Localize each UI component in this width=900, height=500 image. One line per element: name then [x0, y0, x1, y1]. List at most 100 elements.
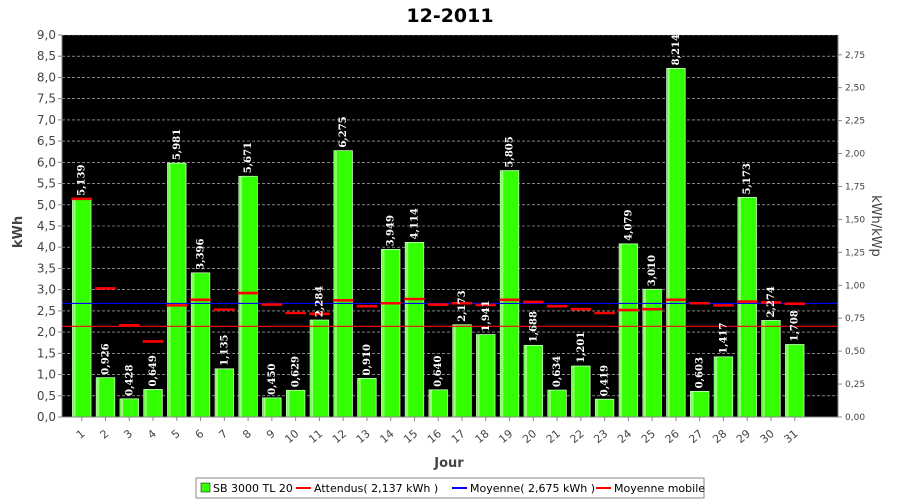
- bar-highlight: [762, 320, 765, 417]
- x-tick-label: 14: [377, 427, 396, 446]
- x-tick-label: 16: [425, 427, 444, 446]
- bar-highlight: [263, 397, 266, 417]
- data-label: 2,274: [766, 286, 777, 317]
- legend-entry-production: SB 3000 TL 20: [213, 482, 293, 495]
- bar-highlight: [358, 378, 361, 417]
- x-tick-label: 21: [544, 427, 563, 446]
- bar-highlight: [192, 272, 195, 417]
- data-label: 5,139: [77, 165, 88, 196]
- y2-tick-label: 1,75: [845, 182, 865, 192]
- x-axis-label: Jour: [433, 456, 464, 471]
- x-tick-label: 3: [121, 427, 135, 441]
- bar-highlight: [620, 243, 623, 417]
- data-label: 1,688: [528, 311, 539, 342]
- x-tick-label: 7: [216, 427, 230, 441]
- data-label: 0,649: [148, 355, 159, 386]
- data-label: 8,214: [671, 34, 682, 65]
- bar-highlight: [786, 344, 789, 417]
- bar-highlight: [334, 150, 337, 417]
- y2-tick-label: 0,00: [845, 413, 865, 423]
- bar-highlight: [525, 345, 528, 417]
- data-label: 1,417: [718, 323, 729, 354]
- bar-highlight: [97, 377, 100, 417]
- y2-tick-label: 1,00: [845, 281, 865, 291]
- bar-highlight: [477, 334, 480, 417]
- y-tick-label: 0,0: [37, 410, 56, 424]
- y-tick-label: 4,0: [37, 240, 56, 254]
- data-label: 5,671: [243, 142, 254, 173]
- x-tick-label: 26: [663, 427, 682, 446]
- bar-highlight: [453, 324, 456, 417]
- bar-highlight: [715, 356, 718, 417]
- legend-entry-expected: Attendus( 2,137 kWh ): [314, 482, 438, 495]
- data-label: 4,114: [409, 208, 420, 239]
- bar-highlight: [501, 170, 504, 417]
- data-labels: 5,139 0,926 0,428 0,649 5,981 3,396 1,135 5,671…: [77, 34, 801, 396]
- x-tick-label: 29: [734, 427, 753, 446]
- x-tick-label: 22: [568, 427, 587, 446]
- bars: [72, 67, 805, 418]
- y-tick-label: 8,0: [37, 70, 56, 84]
- y-tick-label: 4,5: [37, 219, 56, 233]
- x-tick-label: 13: [354, 427, 373, 446]
- chart-title: 12-2011: [406, 5, 493, 27]
- y-tick-label: 8,5: [37, 49, 56, 63]
- legend-entry-average: Moyenne( 2,675 kWh ): [470, 482, 595, 495]
- x-tick-label: 30: [758, 427, 777, 446]
- y-tick-label: 7,5: [37, 92, 56, 106]
- bar-highlight: [216, 368, 219, 417]
- x-tick-label: 11: [306, 427, 325, 446]
- y-tick-label: 7,0: [37, 113, 56, 127]
- data-label: 6,275: [338, 116, 349, 147]
- y-tick-label: 0,5: [37, 389, 56, 403]
- data-label: 1,201: [576, 332, 587, 363]
- data-label: 3,010: [647, 255, 658, 286]
- y2-tick-label: 2,75: [845, 51, 865, 61]
- data-label: 0,926: [100, 343, 111, 374]
- y2-tick-label: 2,25: [845, 117, 865, 127]
- bar-highlight: [572, 366, 575, 417]
- bar-highlight: [239, 176, 242, 417]
- bar-highlight: [287, 390, 290, 417]
- x-tick-label: 12: [330, 427, 349, 446]
- bar-highlight: [643, 289, 646, 417]
- x-tick-label: 31: [782, 427, 801, 446]
- bar-highlight: [144, 389, 147, 417]
- data-label: 1,941: [481, 300, 492, 331]
- bar-highlight: [429, 389, 432, 417]
- y2-tick-label: 1,25: [845, 248, 865, 258]
- data-label: 0,640: [433, 355, 444, 386]
- x-tick-label: 4: [145, 427, 159, 441]
- y2-tick-label: 0,50: [845, 347, 865, 357]
- data-label: 0,419: [600, 365, 611, 396]
- y-axis-label: kWh: [11, 216, 26, 248]
- x-tick-label: 9: [264, 427, 278, 441]
- bar-highlight: [382, 249, 385, 417]
- y-tick-label: 2,5: [37, 304, 56, 318]
- y-tick-label: 6,5: [37, 134, 56, 148]
- x-tick-label: 20: [520, 427, 539, 446]
- y-tick-label: 9,0: [37, 28, 56, 42]
- y-tick-label: 5,5: [37, 177, 56, 191]
- bar-highlight: [406, 242, 409, 417]
- data-label: 2,173: [457, 290, 468, 321]
- y2-tick-label: 1,50: [845, 215, 865, 225]
- bar-highlight: [548, 390, 551, 417]
- data-label: 5,805: [505, 136, 516, 167]
- bar-highlight: [120, 398, 123, 417]
- y2-tick-label: 0,25: [845, 380, 865, 390]
- bar-highlight: [667, 68, 670, 418]
- x-tick-label: 8: [240, 427, 254, 441]
- data-label: 0,910: [362, 344, 373, 375]
- bar-highlight: [311, 320, 314, 417]
- data-label: 0,634: [552, 356, 563, 387]
- y2-tick-label: 2,50: [845, 84, 865, 94]
- legend-entry-moving-average: Moyenne mobile: [614, 482, 705, 495]
- x-tick-label: 27: [686, 427, 705, 446]
- reference-lines: [62, 197, 838, 343]
- data-label: 0,629: [291, 356, 302, 387]
- data-label: 2,284: [314, 286, 325, 317]
- x-tick-label: 10: [282, 427, 301, 446]
- y-tick-label: 1,5: [37, 346, 56, 360]
